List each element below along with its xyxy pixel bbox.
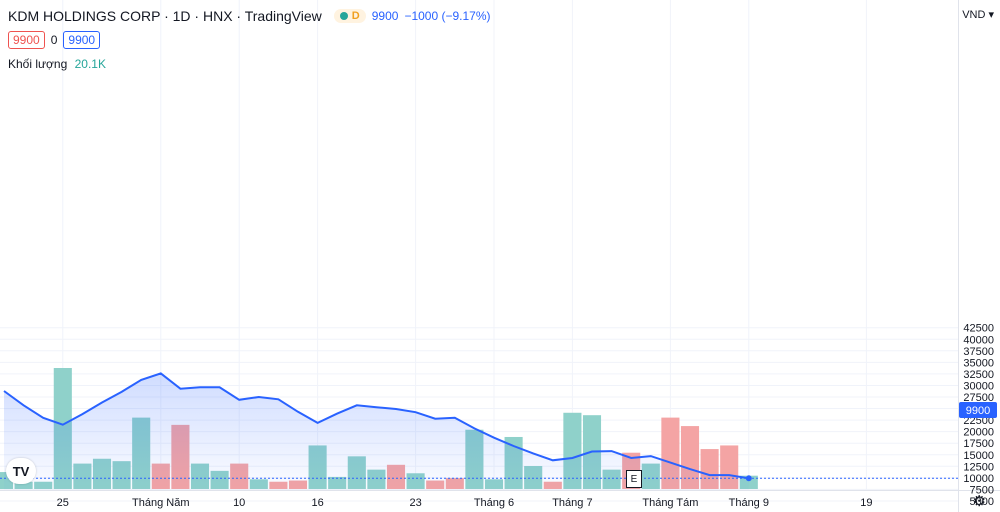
currency-unit-dropdown[interactable]: VND ▾ bbox=[962, 9, 994, 21]
time-axis-labels: 25 Tháng Năm 10 16 23 Tháng 6 Tháng 7 Tháng Tám… bbox=[57, 497, 873, 509]
time-tick-25: Tháng 6 bbox=[474, 497, 514, 509]
tradingview-logo-icon[interactable]: TV bbox=[6, 458, 36, 484]
price-tick-42500: 42500 bbox=[963, 323, 994, 335]
volume-label: Khối lượng bbox=[8, 57, 68, 71]
sell-button[interactable]: 9900 bbox=[8, 31, 45, 49]
time-tick-44: 19 bbox=[860, 497, 872, 509]
gear-icon[interactable]: ⚙ bbox=[972, 493, 986, 510]
bid-ask-row: 9900 0 9900 bbox=[8, 31, 101, 49]
last-price: 9900 bbox=[371, 9, 399, 23]
price-tick-20000: 20000 bbox=[963, 427, 994, 439]
time-tick-29: Tháng 7 bbox=[552, 497, 592, 509]
time-tick-16: 16 bbox=[311, 497, 323, 509]
delayed-badge: D bbox=[351, 10, 360, 22]
market-open-icon bbox=[339, 12, 348, 20]
price-tick-27500: 27500 bbox=[963, 392, 994, 404]
price-axis-labels: 5000750010000125001500017500200002250025… bbox=[963, 323, 994, 508]
time-tick-12: 10 bbox=[233, 497, 245, 509]
volume-value: 20.1K bbox=[74, 57, 106, 71]
price-tick-10000: 10000 bbox=[963, 473, 994, 485]
currency-unit-label: VND bbox=[962, 9, 986, 21]
time-tick-8: Tháng Năm bbox=[132, 497, 189, 509]
buy-button[interactable]: 9900 bbox=[63, 31, 101, 49]
price-tick-40000: 40000 bbox=[963, 334, 994, 346]
price-tick-12500: 12500 bbox=[963, 461, 994, 473]
price-tick-32500: 32500 bbox=[963, 369, 994, 381]
time-tick-3: 25 bbox=[57, 497, 69, 509]
last-price-dot bbox=[745, 475, 752, 482]
price-tick-35000: 35000 bbox=[963, 357, 994, 369]
time-tick-21: 23 bbox=[409, 497, 421, 509]
price-tick-17500: 17500 bbox=[963, 438, 994, 450]
price-line bbox=[3, 372, 749, 480]
price-tick-30000: 30000 bbox=[963, 380, 994, 392]
price-area-fill bbox=[4, 373, 749, 490]
market-status-badge[interactable]: D bbox=[333, 9, 366, 23]
spread-value: 0 bbox=[50, 33, 58, 47]
chart-legend: KDM HOLDINGS CORP · 1D · HNX · TradingVi… bbox=[8, 8, 491, 24]
price-tick-37500: 37500 bbox=[963, 346, 994, 358]
price-tick-15000: 15000 bbox=[963, 450, 994, 462]
price-tick-5000: 5000 bbox=[970, 496, 994, 508]
time-tick-38: Tháng 9 bbox=[729, 497, 769, 509]
volume-legend: Khối lượng 20.1K bbox=[8, 57, 106, 71]
price-tick-7500: 7500 bbox=[970, 484, 994, 496]
current-price-badge bbox=[959, 402, 997, 418]
symbol-title[interactable]: KDM HOLDINGS CORP · 1D · HNX · TradingVi… bbox=[8, 8, 322, 24]
earnings-marker-icon[interactable]: E bbox=[626, 470, 642, 488]
time-tick-34: Tháng Tám bbox=[642, 497, 698, 509]
current-price-badge-label: 9900 bbox=[966, 405, 990, 417]
price-tick-22500: 22500 bbox=[963, 415, 994, 427]
price-change: −1000 (−9.17%) bbox=[404, 9, 491, 23]
